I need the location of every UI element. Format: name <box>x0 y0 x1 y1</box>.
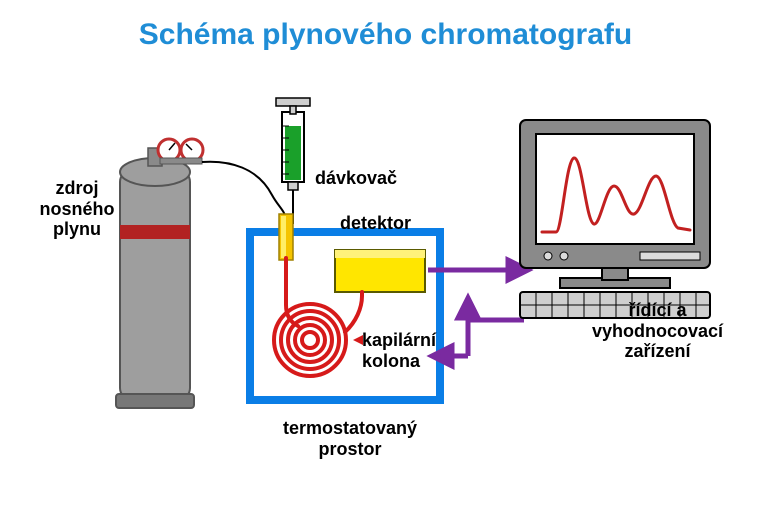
label-oven: termostatovanýprostor <box>245 418 455 459</box>
diagram-canvas: Schéma plynového chromatografu <box>0 0 771 516</box>
detector-box <box>335 250 425 292</box>
label-gas-source-line1: zdrojnosnéhoplynu <box>40 178 115 239</box>
syringe-icon <box>276 98 310 224</box>
label-computer: řídící avyhodnocovacízařízení <box>550 300 765 362</box>
carrier-gas-tube <box>202 162 286 218</box>
pressure-gauge-icon <box>158 139 203 164</box>
label-injector: dávkovač <box>315 168 435 189</box>
computer-icon <box>520 120 710 318</box>
label-column: kapilárníkolona <box>362 330 482 371</box>
label-detector: detektor <box>340 213 450 234</box>
label-gas-source: zdrojnosnéhoplynu <box>22 178 132 240</box>
